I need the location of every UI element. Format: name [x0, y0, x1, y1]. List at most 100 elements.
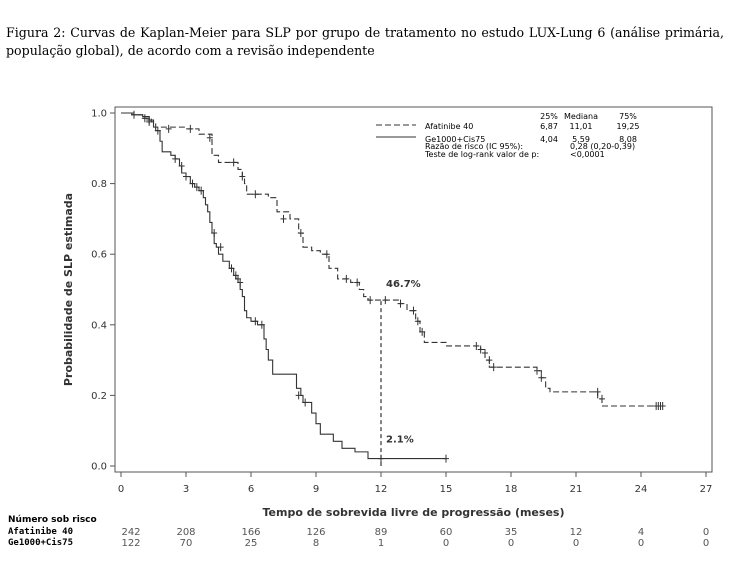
censor-mark — [323, 250, 330, 259]
x-tick-label: 18 — [505, 484, 518, 495]
censor-mark — [206, 133, 213, 142]
censor-mark — [183, 172, 189, 181]
risk-value: 4 — [637, 527, 645, 538]
censor-mark — [599, 394, 605, 403]
risk-value: 0 — [702, 527, 710, 538]
censor-mark — [146, 116, 153, 125]
annotation-label: 46.7% — [386, 279, 421, 290]
censor-mark — [594, 387, 601, 396]
censor-mark — [297, 229, 304, 238]
censor-mark — [443, 454, 449, 463]
caption-line-1: Figura 2: Curvas de Kaplan-Meier para SL… — [6, 25, 724, 40]
figure-caption: Figura 2: Curvas de Kaplan-Meier para SL… — [6, 24, 724, 60]
censor-mark — [230, 158, 237, 167]
y-axis-label: Probabilidade de SLP estimada — [62, 193, 75, 386]
x-tick-label: 21 — [570, 484, 583, 495]
x-tick-label: 0 — [118, 484, 124, 495]
risk-value: 8 — [312, 538, 320, 549]
stats-row-label: Teste de log-rank valor de p: — [424, 150, 539, 159]
y-tick-label: 0.2 — [91, 391, 107, 402]
x-axis-label: Tempo de sobrevida livre de progressão (… — [263, 506, 565, 519]
censor-mark — [486, 356, 493, 365]
stats-value: 4,04 — [540, 135, 558, 144]
stats-value: 11,01 — [570, 122, 593, 131]
censor-mark — [534, 366, 540, 375]
stats-value: 6,87 — [540, 122, 558, 131]
risk-value: 0 — [507, 538, 515, 549]
risk-value: 122 — [121, 538, 141, 549]
risk-value: 0 — [637, 538, 645, 549]
risk-table-title: Número sob risco — [8, 515, 97, 525]
risk-row-label: Ge1000+Cis75 — [8, 538, 74, 548]
risk-value: 242 — [121, 527, 141, 538]
annotation-label: 2.1% — [386, 435, 414, 446]
stats-header: 25% — [540, 112, 558, 121]
censor-mark — [414, 317, 421, 326]
risk-value: 0 — [572, 538, 580, 549]
censor-mark — [239, 172, 246, 181]
censor-mark — [237, 278, 244, 287]
risk-value: 0 — [442, 538, 450, 549]
censor-mark — [178, 161, 185, 170]
censor-mark — [211, 229, 218, 238]
censor-mark — [228, 264, 235, 273]
risk-value: 70 — [179, 538, 193, 549]
stats-value: 5,59 — [572, 135, 590, 144]
y-tick-label: 1.0 — [91, 109, 107, 120]
censor-mark — [659, 401, 666, 410]
x-tick-label: 9 — [313, 484, 319, 495]
stats-row-label: Ge1000+Cis75 — [425, 135, 485, 144]
stats-row-label: Razão de risco (IC 95%): — [425, 142, 523, 151]
stats-row-label: Afatinibe 40 — [425, 122, 473, 131]
risk-value: 12 — [569, 527, 583, 538]
stats-value: 8,08 — [619, 135, 637, 144]
censor-mark — [410, 306, 417, 315]
censor-mark — [295, 391, 302, 400]
risk-value: 60 — [439, 527, 453, 538]
censor-mark — [343, 274, 350, 283]
censor-mark — [354, 278, 361, 287]
x-tick-label: 3 — [183, 484, 189, 495]
x-tick-label: 24 — [635, 484, 648, 495]
risk-value: 126 — [306, 527, 326, 538]
censor-mark — [198, 186, 205, 195]
censor-mark — [258, 320, 265, 329]
censor-mark — [473, 341, 480, 350]
censor-mark — [252, 190, 259, 199]
x-tick-label: 6 — [248, 484, 254, 495]
censor-mark — [382, 296, 389, 305]
censor-mark — [252, 317, 259, 326]
x-tick-label: 27 — [700, 484, 713, 495]
risk-value: 1 — [377, 538, 385, 549]
stats-value: 19,25 — [617, 122, 640, 131]
censor-mark — [280, 214, 287, 223]
stats-header: 75% — [619, 112, 637, 121]
stats-value: 0,28 (0,20-0,39) — [570, 142, 635, 151]
censor-mark — [482, 349, 488, 358]
censor-mark — [217, 243, 224, 252]
censor-mark — [154, 126, 161, 135]
censor-mark — [477, 345, 484, 354]
x-tick-label: 12 — [375, 484, 388, 495]
censor-mark — [189, 179, 196, 188]
x-tick-label: 15 — [440, 484, 453, 495]
censor-mark — [397, 299, 404, 308]
censor-mark — [419, 327, 426, 336]
risk-value: 25 — [244, 538, 258, 549]
caption-line-2: população global), de acordo com a revis… — [6, 43, 375, 58]
risk-value: 208 — [176, 527, 196, 538]
risk-value: 166 — [241, 527, 261, 538]
censor-mark — [187, 124, 194, 133]
y-tick-label: 0.8 — [91, 179, 107, 190]
risk-row-label: Afatinibe 40 — [8, 527, 74, 537]
plot-frame — [114, 106, 713, 473]
risk-value: 0 — [702, 538, 710, 549]
censor-mark — [302, 398, 309, 407]
y-tick-label: 0.4 — [91, 320, 107, 331]
risk-value: 89 — [374, 527, 388, 538]
stats-value: <0,0001 — [570, 150, 605, 159]
y-tick-label: 0.0 — [91, 462, 107, 473]
censor-mark — [490, 363, 497, 372]
y-tick-label: 0.6 — [91, 250, 107, 261]
